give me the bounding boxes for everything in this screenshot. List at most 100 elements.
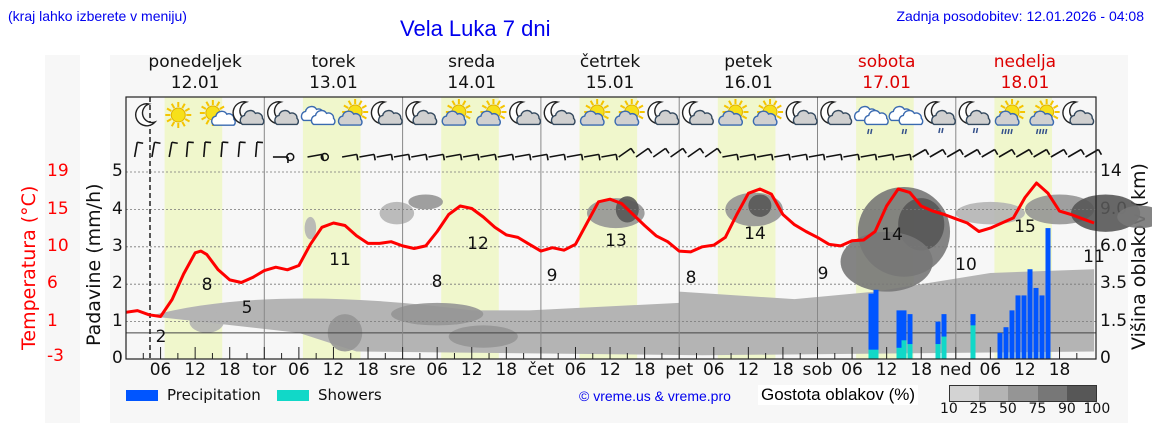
cloud-icon — [965, 109, 991, 126]
wind-barb-icon — [151, 142, 156, 158]
x-tick: 18 — [357, 360, 379, 380]
shower-bar — [941, 336, 947, 359]
precip-bar — [896, 310, 902, 359]
x-tick: 06 — [702, 360, 725, 380]
wind-barb-icon — [1067, 148, 1082, 158]
wind-barb-icon — [497, 153, 513, 158]
colorbar-swatch — [979, 386, 1009, 401]
temp-label: 9 — [547, 266, 558, 286]
wind-barb-icon — [860, 153, 876, 158]
tick: 19 — [47, 161, 69, 181]
temperature-line: 2 8 5 11 8 12 9 13 8 14 9 14 10 15 11 — [125, 181, 1105, 347]
precipitation-bars — [868, 228, 1051, 359]
tick: -3 — [47, 346, 64, 366]
day-label-5: sobota 17.01 — [817, 52, 957, 94]
temp-label: 10 — [955, 255, 977, 275]
x-tick: sob — [802, 360, 833, 380]
copyright-link[interactable]: © vreme.us & vreme.pro — [579, 388, 731, 404]
x-tick: tor — [252, 360, 277, 380]
cloud-icon — [274, 109, 299, 126]
cloud-icon — [337, 110, 363, 126]
day-name: ponedeljek — [148, 52, 242, 72]
temp-label: 12 — [467, 234, 489, 254]
day-name: nedelja — [993, 52, 1057, 72]
day-date: 17.01 — [862, 73, 911, 93]
day-date: 18.01 — [1000, 73, 1050, 93]
precip-bar — [1033, 287, 1039, 359]
wind-barb-icon — [428, 153, 444, 158]
cloud-icon — [516, 109, 542, 126]
rain-icon — [1001, 128, 1004, 135]
rain-icon — [972, 127, 976, 134]
shower-bar — [907, 344, 913, 359]
precipitation-swatch — [126, 390, 158, 401]
shower-bar — [935, 344, 941, 359]
cloud-icon — [412, 109, 438, 126]
x-tick: 06 — [149, 360, 172, 380]
wind-barb-icon — [652, 147, 667, 158]
cloud-density-label: Gostota oblakov (%) — [758, 385, 919, 405]
tick: 6 — [47, 273, 58, 293]
wind-barb-icon — [946, 148, 961, 158]
precip-bar — [1039, 295, 1045, 359]
rain-icon — [1004, 128, 1007, 135]
colorbar-tick: 100 — [1083, 401, 1111, 417]
wind-barb-icon — [549, 153, 565, 158]
rain-icon — [938, 127, 941, 134]
precip-bar — [907, 314, 913, 359]
temp-axis-panel — [45, 55, 80, 423]
rain-icon — [870, 128, 873, 135]
cloud-icon — [550, 109, 576, 126]
colorbar-swatch — [1066, 386, 1097, 401]
colorbar-tick: 50 — [999, 401, 1017, 417]
temp-label: 11 — [329, 250, 351, 270]
wind-barb-icon — [202, 141, 206, 158]
wind-barb-icon — [566, 153, 582, 158]
cloud-icon — [1029, 110, 1055, 126]
wind-barb-icon — [964, 148, 978, 158]
colorbar-tick: 10 — [940, 401, 958, 417]
sun-icon — [165, 102, 192, 128]
x-tick: 12 — [322, 360, 345, 380]
x-tick: 06 — [426, 360, 448, 380]
temp-label: 9 — [818, 264, 829, 284]
x-tick: 18 — [218, 360, 241, 380]
tick: 1 — [112, 311, 123, 331]
wind-barb-icon — [981, 148, 996, 158]
cloud-icon — [310, 109, 336, 126]
day-label-4: petek 16.01 — [678, 52, 818, 94]
cloud-density-colorbar — [949, 385, 1097, 402]
wind-barb-icon — [929, 148, 944, 158]
wind-barb-icon — [1033, 148, 1047, 158]
tick: 6.0 — [1100, 236, 1128, 256]
precipitation-legend-label: Precipitation — [167, 386, 261, 404]
wind-barb-icon — [1050, 148, 1065, 158]
precip-bar — [1015, 295, 1021, 359]
cloud-icon — [654, 109, 680, 126]
precip-bar — [1009, 310, 1015, 359]
rain-icon — [904, 128, 908, 135]
wind-barb-icon — [635, 147, 649, 158]
wind-barb-icon — [168, 142, 173, 158]
wind-barb-icon — [411, 153, 427, 158]
x-tick: čet — [527, 360, 555, 380]
rain-icon — [1044, 128, 1048, 135]
x-tick: 12 — [184, 360, 206, 380]
wind-barb-icon — [722, 153, 738, 158]
colorbar-tick: 25 — [969, 401, 988, 417]
shower-bar — [896, 347, 902, 359]
x-tick: 06 — [841, 360, 863, 380]
tick: 1 — [47, 311, 58, 331]
day-name: sreda — [448, 52, 496, 72]
rain-icon — [1035, 128, 1039, 135]
cloud-icon — [863, 109, 889, 126]
wind-barb-icon — [774, 153, 790, 158]
rain-icon — [941, 127, 944, 134]
x-tick: 12 — [599, 360, 621, 380]
rain-icon — [975, 127, 979, 134]
wind-barb-icon — [843, 153, 859, 158]
cloud-icon — [239, 109, 265, 126]
cloud-icon — [994, 110, 1020, 126]
wind-barb-icon — [480, 153, 496, 158]
